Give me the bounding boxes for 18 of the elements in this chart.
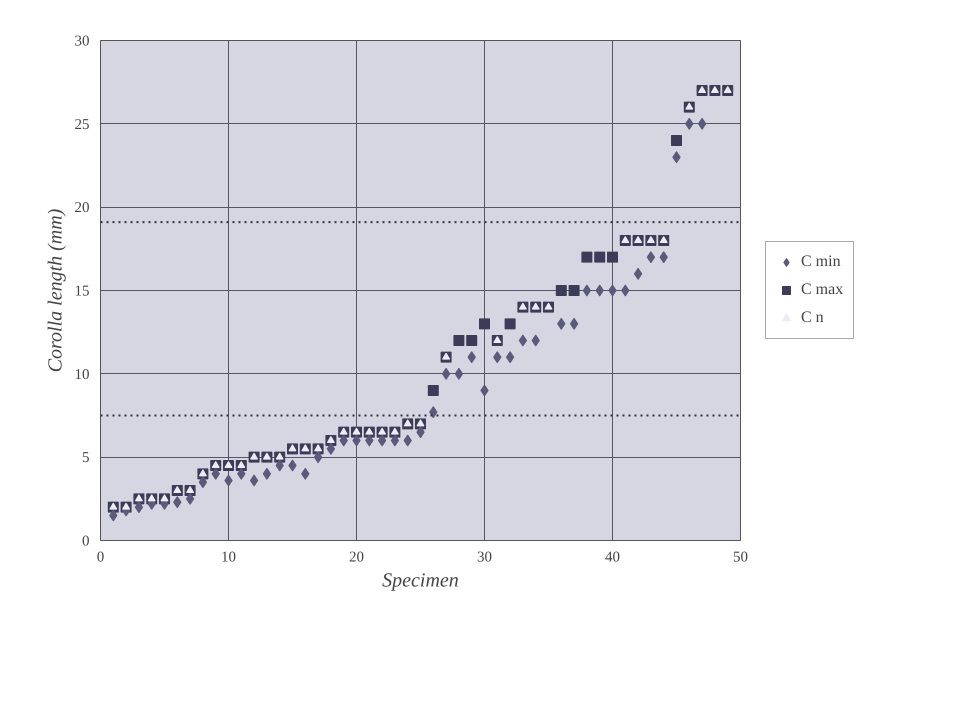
x-tick-label: 30 <box>477 550 492 566</box>
y-axis-title: Corolla length (mm) <box>44 208 66 372</box>
x-tick-label: 10 <box>221 550 236 566</box>
y-tick-label: 5 <box>82 450 90 466</box>
x-tick-label: 50 <box>733 550 748 566</box>
x-axis-title: Specimen <box>382 570 459 592</box>
legend-label: C max <box>801 281 844 299</box>
y-tick-label: 20 <box>74 200 90 216</box>
x-tick-label: 20 <box>349 550 364 566</box>
x-tick-label: 0 <box>96 550 104 566</box>
legend-label: C n <box>801 309 824 327</box>
x-tick-label: 40 <box>605 550 620 566</box>
y-tick-label: 25 <box>74 116 90 133</box>
y-tick-label: 15 <box>74 284 90 300</box>
y-tick-label: 0 <box>82 534 90 550</box>
y-tick-label: 30 <box>74 34 90 50</box>
y-tick-label: 10 <box>74 366 90 383</box>
legend-label: C min <box>801 253 841 271</box>
